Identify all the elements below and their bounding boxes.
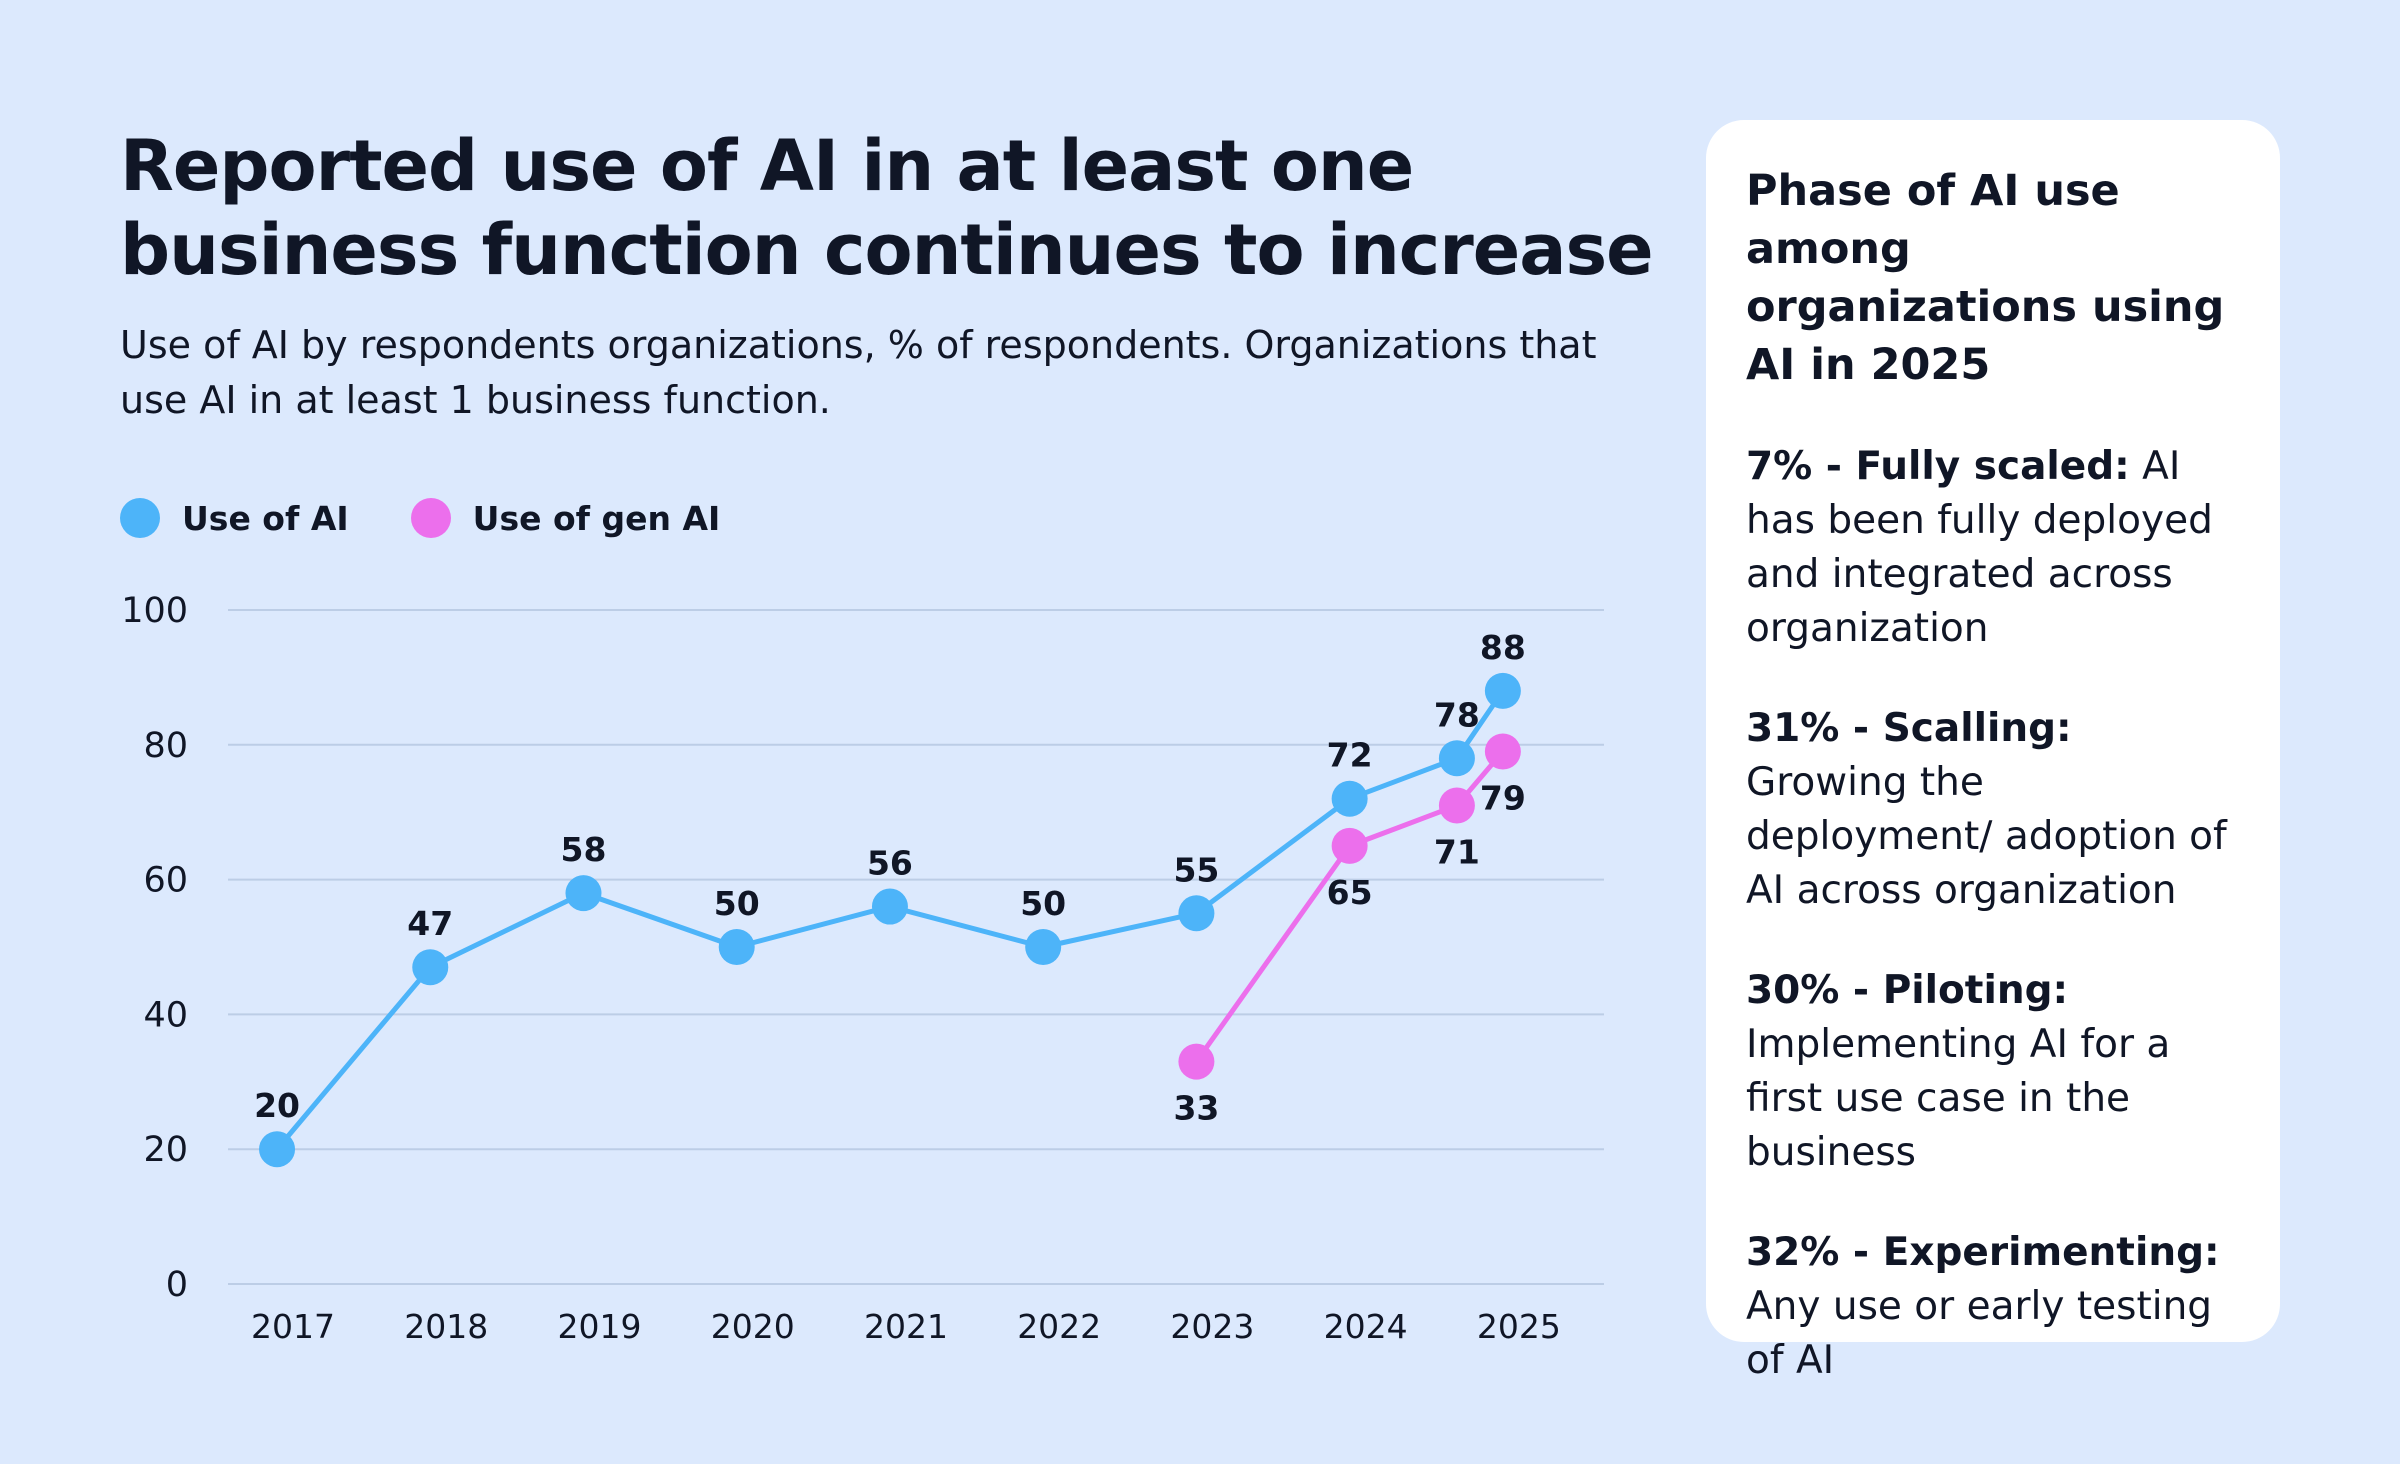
- data-label: 88: [1480, 628, 1526, 667]
- y-tick-label: 0: [166, 1265, 188, 1305]
- data-point-ai: [1025, 929, 1062, 965]
- legend-swatch-ai: [120, 498, 160, 538]
- data-point-ai: [1331, 780, 1368, 817]
- legend-item-gen-ai: Use of gen AI: [410, 498, 721, 538]
- y-tick-label: 100: [121, 591, 188, 631]
- phase-text: AI has been fully deployed and integrate…: [1746, 444, 2213, 651]
- phase-item-scaling: 31% - Scalling: Growing the deployment/ …: [1746, 702, 2240, 918]
- x-tick-label: 2024: [1324, 1307, 1408, 1346]
- series-line-ai: [274, 688, 1506, 1152]
- data-point-gen-ai: [1438, 787, 1475, 824]
- phase-head: 32% - Experimenting:: [1746, 1230, 2220, 1275]
- data-point-ai: [565, 875, 602, 912]
- legend-item-ai: Use of AI: [120, 498, 349, 538]
- data-label: 55: [1173, 850, 1219, 889]
- x-tick-label: 2018: [404, 1307, 488, 1346]
- legend-label-ai: Use of AI: [182, 498, 349, 538]
- data-label: 33: [1173, 1089, 1219, 1128]
- y-tick-label: 40: [143, 995, 188, 1035]
- y-tick-label: 80: [143, 726, 188, 766]
- grid-layer: [228, 609, 1604, 1285]
- data-label: 65: [1327, 873, 1373, 912]
- legend-swatch-gen-ai: [410, 498, 451, 538]
- data-label: 56: [867, 844, 913, 883]
- panel-title: Phase of AI use among organizations usin…: [1746, 166, 2225, 390]
- data-point-gen-ai: [1178, 1043, 1215, 1080]
- x-tick-label: 2017: [251, 1307, 335, 1346]
- x-tick-label: 2021: [864, 1307, 948, 1346]
- data-point-ai: [412, 949, 449, 986]
- x-tick-label: 2025: [1477, 1307, 1561, 1346]
- phase-text: Growing the deployment/ adoption of AI a…: [1746, 760, 2227, 913]
- data-label: 20: [254, 1086, 300, 1125]
- y-tick-label: 20: [143, 1130, 188, 1170]
- data-point-ai: [259, 1131, 296, 1168]
- data-label: 78: [1434, 695, 1480, 734]
- data-label: 50: [1020, 884, 1066, 923]
- data-label: 47: [407, 904, 453, 943]
- phase-item-experimenting: 32% - Experimenting: Any use or early te…: [1746, 1226, 2240, 1388]
- legend-label-gen-ai: Use of gen AI: [472, 498, 721, 538]
- data-label: 79: [1480, 779, 1526, 818]
- phase-item-fully-scaled: 7% - Fully scaled: AI has been fully dep…: [1746, 440, 2240, 656]
- data-label: 58: [561, 830, 607, 869]
- y-tick-label: 60: [143, 861, 188, 901]
- phase-head: 7% - Fully scaled:: [1746, 444, 2130, 489]
- series-line-gen-ai: [1193, 749, 1506, 1065]
- data-label: 71: [1434, 832, 1480, 871]
- data-point-ai: [871, 888, 908, 925]
- phase-item-piloting: 30% - Piloting: Implementing AI for a fi…: [1746, 964, 2240, 1180]
- data-point-ai: [1178, 895, 1215, 932]
- x-tick-label: 2023: [1170, 1307, 1254, 1346]
- x-tick-label: 2022: [1017, 1307, 1101, 1346]
- chart-title: Reported use of AI in at least one busin…: [120, 125, 1654, 291]
- data-label: 72: [1327, 736, 1373, 775]
- chart-subtitle: Use of AI by respondents organizations, …: [120, 323, 1597, 422]
- phase-text: Any use or early testing of AI: [1746, 1284, 2213, 1383]
- data-point-ai: [1438, 740, 1475, 777]
- chart-legend: Use of AI Use of gen AI: [120, 496, 782, 540]
- data-point-gen-ai: [1331, 827, 1368, 864]
- x-axis: 2017 2018 2019 2020 2021 2022 2023 2024 2025: [251, 1307, 1561, 1346]
- phase-head: 30% - Piloting:: [1746, 968, 2069, 1013]
- data-point-ai: [718, 929, 755, 965]
- y-axis: 0 20 40 60 80 100: [121, 591, 188, 1305]
- x-tick-label: 2020: [711, 1307, 795, 1346]
- phase-head: 31% - Scalling:: [1746, 706, 2072, 751]
- ai-phase-panel: Phase of AI use among organizations usin…: [1706, 120, 2280, 1383]
- data-label: 50: [714, 884, 760, 923]
- x-tick-label: 2019: [558, 1307, 642, 1346]
- phase-text: Implementing AI for a first use case in …: [1746, 1022, 2171, 1175]
- data-point-ai: [1484, 672, 1521, 709]
- data-point-gen-ai: [1484, 733, 1521, 770]
